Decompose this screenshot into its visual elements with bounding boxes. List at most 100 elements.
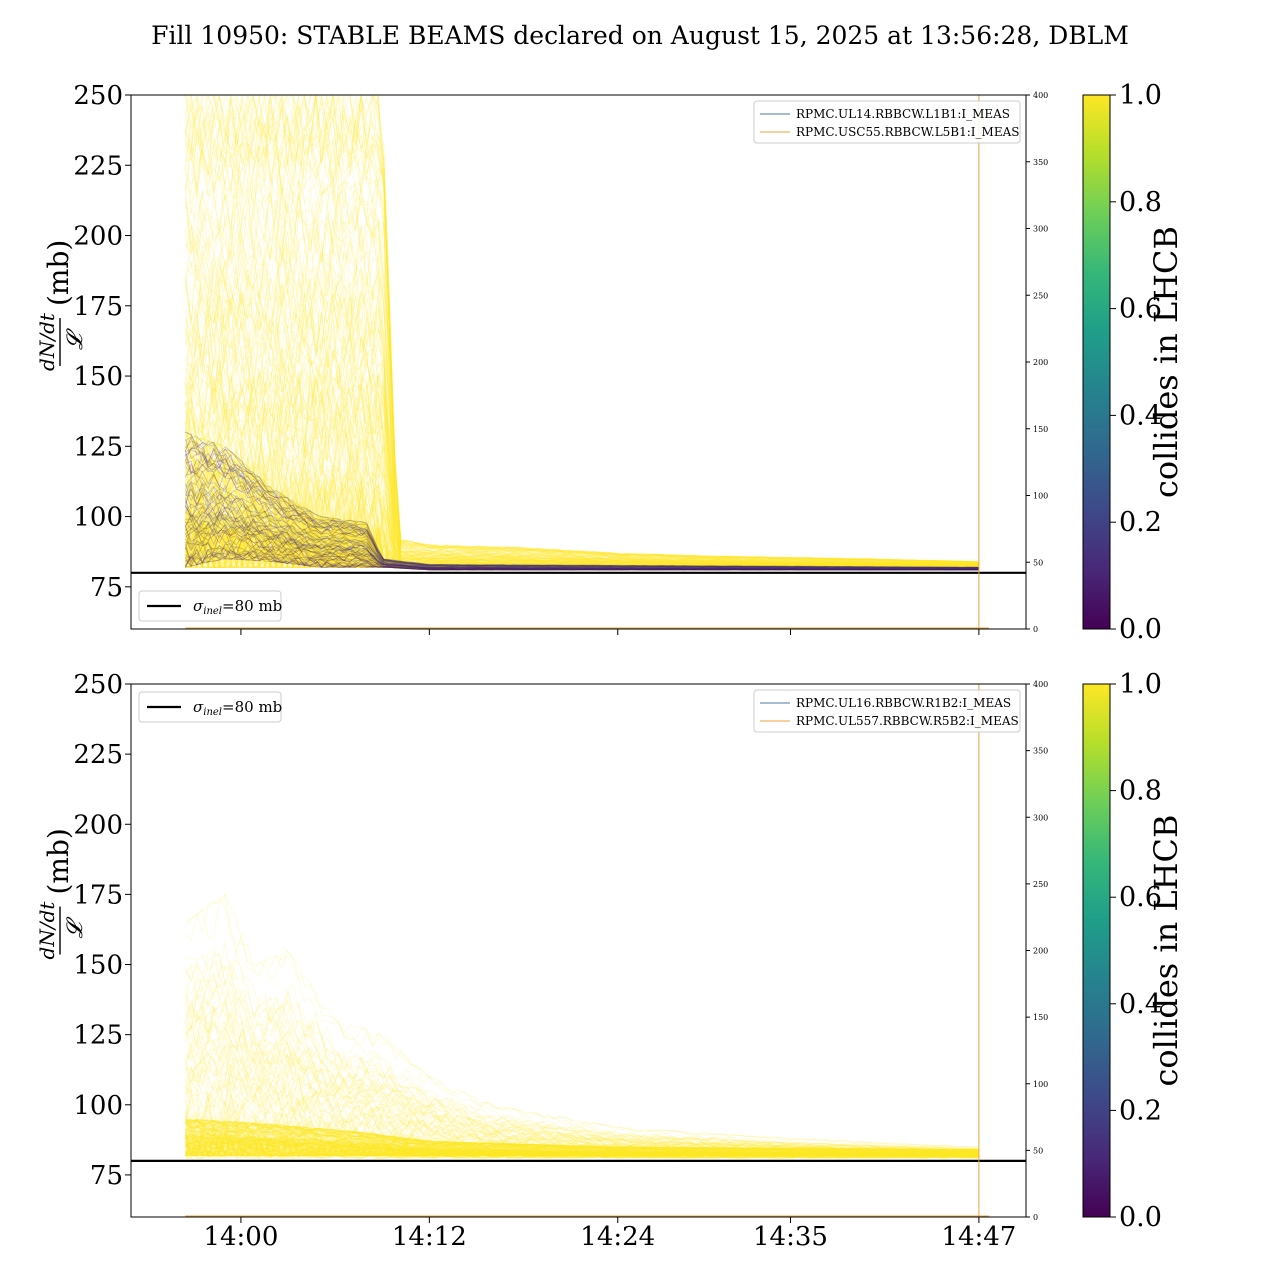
trace-line [185,1135,979,1156]
y2-tick-label: 100 [1033,492,1048,501]
legend-currents: RPMC.UL16.RBBCW.R1B2:I_MEAS RPMC.UL557.RB… [753,689,1021,733]
trace-line [185,522,979,568]
colorbar-label: collides in LHCB [1147,226,1185,498]
trace-line [185,1120,979,1157]
y-tick-label: 225 [73,740,123,770]
trace-line [185,133,979,564]
trace-line [185,949,979,1150]
trace-line [185,181,979,564]
trace-line [185,1087,979,1155]
trace-line [185,488,979,568]
trace-line [185,547,979,571]
trace-line [185,1120,979,1152]
trace-line [185,958,979,1150]
trace-line [185,1137,980,1156]
trace-line [185,510,979,569]
trace-line [185,1129,979,1157]
trace-line [185,525,979,569]
trace-line [185,117,979,564]
y2-tick-label: 350 [1033,158,1048,167]
trace-line [185,446,979,569]
trace-line [185,526,979,569]
trace-line [185,528,979,569]
trace-line [185,479,979,568]
trace-line [185,437,979,567]
trace-line [185,443,979,567]
trace-line [185,521,979,570]
trace-line [185,543,979,571]
trace-line [185,480,979,569]
trace-line [185,440,979,568]
trace-line [185,509,979,570]
trace-line [185,550,979,571]
trace-line [185,1049,979,1154]
trace-line [185,1130,979,1157]
trace-line [185,1132,979,1156]
trace-line [185,242,979,565]
trace-line [185,438,979,569]
y-tick-label: 75 [90,573,123,603]
trace-line [185,463,979,569]
trace-line [185,1118,979,1151]
trace-line [185,377,979,567]
traces-group [185,893,980,1159]
trace-line [185,523,979,569]
trace-line [185,1144,979,1158]
trace-line [185,942,979,1151]
trace-line [185,1130,979,1154]
trace-line [185,516,979,570]
trace-line [185,982,979,1151]
trace-line [185,1126,979,1157]
trace-line [185,508,979,568]
trace-line [185,1148,979,1158]
y-tick-label: 175 [73,880,123,910]
trace-line [185,327,979,566]
trace-line [185,518,979,569]
trace-line [185,522,979,569]
trace-line [185,433,979,568]
trace-line [185,526,979,571]
trace-line [185,1050,979,1154]
trace-line [185,1109,979,1156]
trace-line [185,1138,979,1156]
trace-line [185,512,979,570]
trace-line [185,1135,979,1157]
trace-line [185,1080,979,1155]
trace-line [185,446,979,567]
trace-line [185,1132,979,1157]
trace-line [185,1132,979,1157]
trace-line [185,468,979,568]
trace-line [185,1118,979,1151]
trace-line [185,189,979,564]
trace-line [185,521,979,568]
trace-line [185,897,979,1148]
trace-line [185,409,979,567]
trace-line [185,281,979,565]
trace-line [185,1105,979,1156]
trace-line [185,522,979,569]
trace-line [185,95,979,562]
trace-line [185,1126,979,1153]
trace-line [185,1099,979,1156]
trace-line [184,543,979,571]
trace-line [185,1150,979,1159]
legend-frame [753,689,1021,733]
trace-line [184,471,979,569]
trace-line [184,459,979,569]
trace-line [185,95,979,563]
trace-line [185,483,979,570]
trace-line [185,503,979,569]
trace-line [185,953,979,1150]
legend-frame [138,691,282,723]
trace-line [185,522,979,569]
trace-line [185,461,979,569]
trace-line [185,1131,979,1157]
y-tick-label: 150 [73,362,123,392]
trace-line [185,1130,979,1157]
trace-line [185,492,979,568]
trace-line [185,1046,979,1154]
trace-line [185,529,979,571]
trace-line [185,503,979,569]
trace-line [185,436,979,568]
trace-line [185,522,979,569]
